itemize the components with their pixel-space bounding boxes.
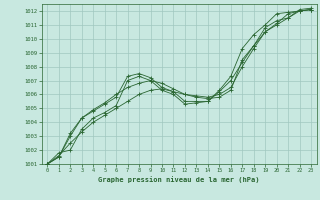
X-axis label: Graphe pression niveau de la mer (hPa): Graphe pression niveau de la mer (hPa) (99, 176, 260, 183)
